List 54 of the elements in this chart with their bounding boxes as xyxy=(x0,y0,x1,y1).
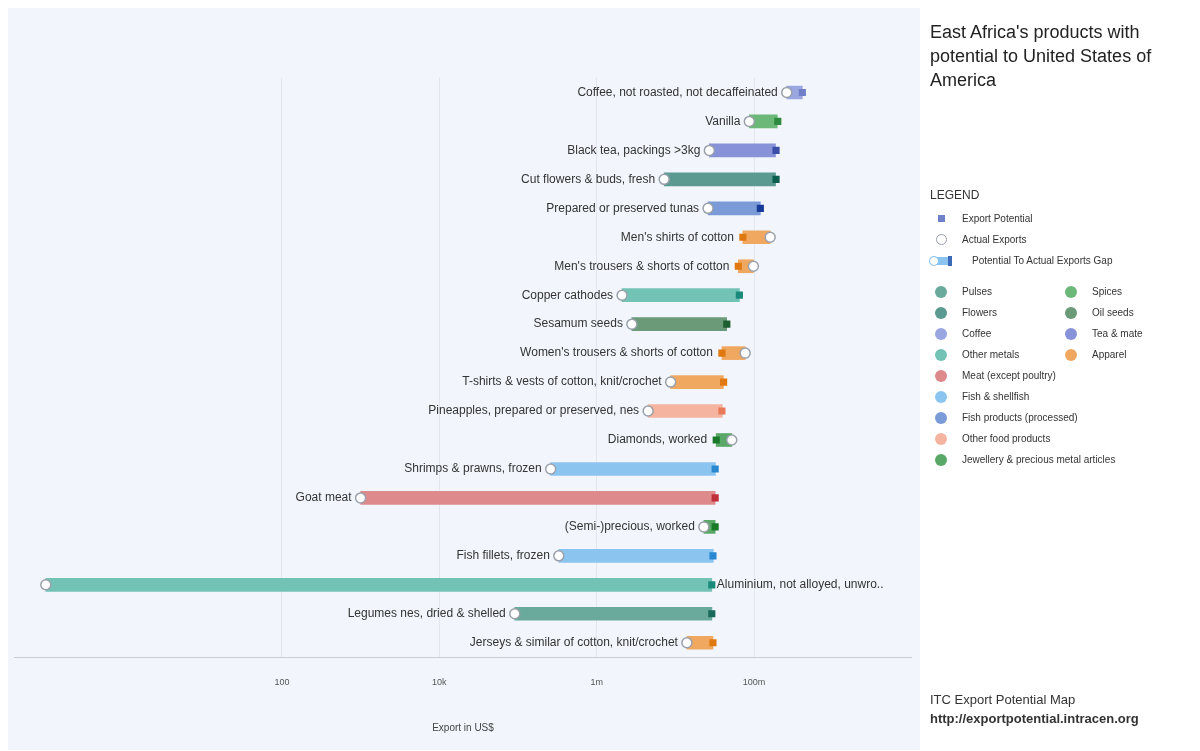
text: Potential To Actual Exports Gap xyxy=(972,255,1113,266)
x-tick-label: 100 xyxy=(274,677,290,688)
y-tick-label: Pineapples, prepared or preserved, nes xyxy=(428,403,640,418)
x-axis-title: Export in US$ xyxy=(432,721,495,733)
y-tick-label: Diamonds, worked xyxy=(607,432,708,447)
y-tick-label: Sesamum seeds xyxy=(533,316,623,331)
legend-label: Fish products (processed) xyxy=(962,412,1078,423)
x-tick-label: 1m xyxy=(590,677,603,688)
y-tick-label: Men's shirts of cotton xyxy=(620,229,734,244)
y-tick-label: Jerseys & similar of cotton, knit/crochet xyxy=(469,635,679,650)
y-tick-label: Coffee, not roasted, not decaffeinated xyxy=(577,84,778,99)
y-tick-label: Copper cathodes xyxy=(521,287,614,302)
bar xyxy=(45,577,713,592)
y-tick-label: Fish fillets, frozen xyxy=(456,548,550,563)
legend-label: Meat (except poultry) xyxy=(962,370,1056,381)
text: ITC Export Potential Map xyxy=(930,691,1077,709)
legend-label: Other metals xyxy=(962,349,1020,360)
legend-label: Pulses xyxy=(962,286,993,297)
legend-label: Coffee xyxy=(962,328,992,339)
legend-label: Spices xyxy=(1092,286,1123,297)
y-tick-label: Black tea, packings >3kg xyxy=(567,142,701,157)
legend-label: Fish & shellfish xyxy=(962,391,1030,402)
y-tick-label: T-shirts & vests of cotton, knit/crochet xyxy=(462,374,663,389)
legend-label: Other food products xyxy=(962,433,1051,444)
y-tick-label: Shrimps & prawns, frozen xyxy=(404,461,542,476)
bar xyxy=(647,404,723,418)
y-tick-label: Prepared or preserved tunas xyxy=(546,200,700,215)
y-tick-label: Cut flowers & buds, fresh xyxy=(521,171,656,186)
text: http://exportpotential.intracen.org xyxy=(930,710,1139,728)
y-tick-label: Aluminium, not alloyed, unwro.. xyxy=(716,577,884,592)
y-tick-label: Goat meat xyxy=(295,490,353,505)
text: East Africa's products with potential to United States of America xyxy=(930,21,1153,92)
bar xyxy=(631,317,727,331)
legend-label: Flowers xyxy=(962,307,998,318)
y-tick-label: Women's trousers & shorts of cotton xyxy=(520,345,713,360)
bar xyxy=(558,549,714,563)
bar xyxy=(514,606,713,621)
y-tick-label: Men's trousers & shorts of cotton xyxy=(554,258,730,273)
y-tick-label: (Semi-)precious, worked xyxy=(564,519,695,534)
bar xyxy=(550,462,716,476)
bar xyxy=(360,491,716,505)
legend-label: Actual Exports xyxy=(962,234,1027,245)
y-tick-label: Vanilla xyxy=(705,113,741,128)
legend-label: Apparel xyxy=(1092,349,1127,360)
x-tick-label: 10k xyxy=(432,677,448,688)
x-tick-label: 100m xyxy=(742,677,766,688)
legend-title: LEGEND xyxy=(930,188,981,202)
legend-label: Export Potential xyxy=(962,213,1033,224)
legend-label: Tea & mate xyxy=(1092,328,1143,339)
legend-label: Oil seeds xyxy=(1092,307,1134,318)
bar xyxy=(663,172,776,187)
legend-label: Jewellery & precious metal articles xyxy=(962,454,1116,465)
bar xyxy=(621,288,740,303)
y-tick-label: Legumes nes, dried & shelled xyxy=(347,606,506,621)
